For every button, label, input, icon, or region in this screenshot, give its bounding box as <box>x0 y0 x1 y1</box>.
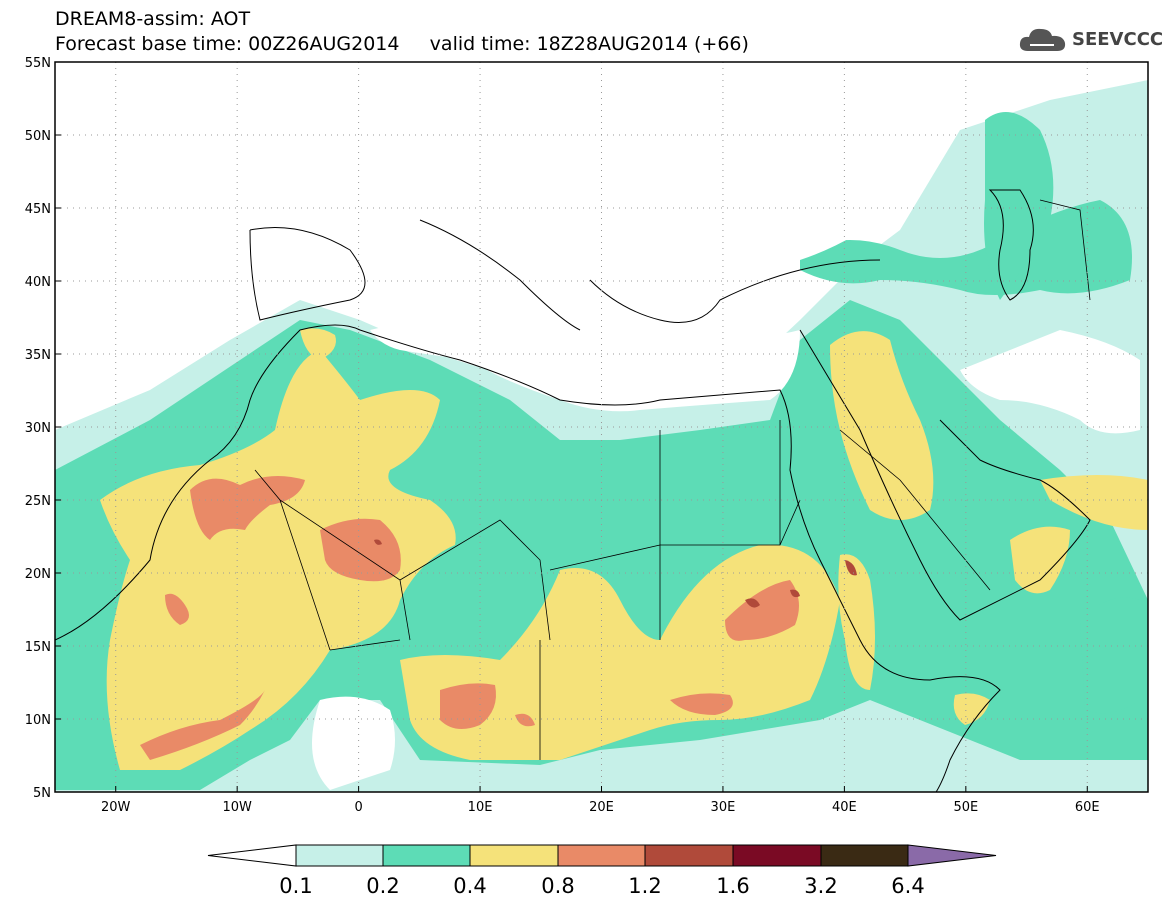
lon-tick-label: 20W <box>101 800 131 815</box>
colorbar-level-label: 0.8 <box>541 874 574 898</box>
aot-field <box>55 62 1148 792</box>
lat-tick-label: 20N <box>25 567 51 582</box>
colorbar-level-label: 1.2 <box>628 874 661 898</box>
lat-tick-label: 40N <box>25 275 51 290</box>
country-borders <box>254 199 1091 760</box>
colorbar-swatch <box>469 844 559 867</box>
colorbar-level-label: 1.6 <box>716 874 749 898</box>
lat-tick-label: 55N <box>25 56 51 71</box>
colorbar-swatch <box>557 844 646 867</box>
longitude-axis: 20W 10W 0 10E 20E 30E 40E 50E 60E <box>101 786 1100 815</box>
colorbar-swatch <box>820 844 909 867</box>
cloud-icon <box>1019 28 1066 51</box>
lat-tick-label: 25N <box>25 494 51 509</box>
latitude-axis: 55N 50N 45N 40N 35N 30N 25N 20N 15N 10N 5N <box>25 56 61 801</box>
map-title: DREAM8-assim: AOT <box>55 8 251 30</box>
lon-tick-label: 0 <box>354 800 362 815</box>
gridlines <box>55 62 1148 792</box>
lat-tick-label: 50N <box>25 129 51 144</box>
colorbar-swatch <box>644 844 734 867</box>
colorbar-level-label: 0.4 <box>453 874 486 898</box>
lon-tick-label: 60E <box>1075 800 1100 815</box>
colorbar-level-label: 3.2 <box>804 874 837 898</box>
lon-tick-label: 20E <box>589 800 614 815</box>
lat-tick-label: 35N <box>25 348 51 363</box>
lon-tick-label: 10W <box>222 800 252 815</box>
colorbar-level-label: 0.1 <box>279 874 312 898</box>
colorbar-level-label: 0.2 <box>366 874 399 898</box>
lat-tick-label: 30N <box>25 421 51 436</box>
africa-coastline <box>55 324 1001 792</box>
lon-tick-label: 40E <box>832 800 857 815</box>
seevccc-logo: SEEVCCC <box>1018 20 1163 58</box>
lat-tick-label: 10N <box>25 713 51 728</box>
lat-tick-label: 15N <box>25 640 51 655</box>
colorbar-swatch <box>382 844 471 867</box>
lon-tick-label: 30E <box>711 800 736 815</box>
lat-tick-label: 45N <box>25 202 51 217</box>
caspian-coastline <box>988 189 1034 301</box>
colorbar-arrow-high <box>907 844 997 867</box>
lon-tick-label: 50E <box>953 800 978 815</box>
colorbar-swatch <box>295 844 384 867</box>
coastlines <box>55 189 1091 792</box>
colorbar-level-label: 6.4 <box>891 874 924 898</box>
colorbar-arrow-low <box>207 844 297 867</box>
lon-tick-label: 10E <box>468 800 493 815</box>
colorbar-swatch <box>732 844 822 867</box>
arabia-coastline <box>799 329 1091 621</box>
forecast-time-subtitle: Forecast base time: 00Z26AUG2014 valid t… <box>55 33 749 55</box>
logo-text: SEEVCCC <box>1072 28 1164 50</box>
lat-tick-label: 5N <box>33 786 51 801</box>
europe-coastline <box>249 219 881 331</box>
